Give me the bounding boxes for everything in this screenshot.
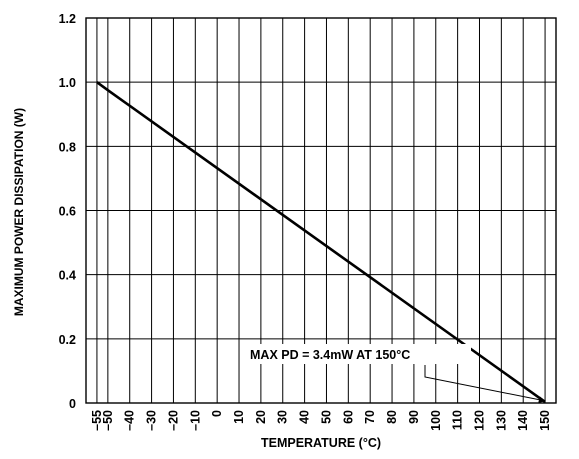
y-tick-label: 0.8 [59, 140, 76, 154]
y-tick-label: 0 [69, 397, 76, 411]
y-tick-label: 0.4 [59, 269, 76, 283]
y-tick-label: 1.2 [59, 12, 76, 26]
plot-frame [85, 17, 557, 404]
annotation-arrow [424, 365, 546, 404]
x-tick-label: –50 [101, 410, 115, 431]
series-line [96, 81, 546, 403]
x-tick-label: 30 [276, 410, 290, 424]
x-tick-label: 130 [494, 410, 508, 431]
x-tick-label: 140 [516, 410, 530, 431]
x-tick-labels: –55–50 –40 –30 –20 –10 0 10 20 30 40 50 60 70 80 90 100… [90, 410, 552, 431]
x-tick-label: –10 [188, 410, 202, 431]
x-tick-label: 20 [254, 410, 268, 424]
annotation-text: MAX PD = 3.4mW AT 150°C [250, 348, 410, 362]
x-tick-label: 150 [538, 410, 552, 431]
series-layer [96, 81, 546, 403]
y-axis-label: MAXIMUM POWER DISSIPATION (W) [12, 107, 26, 317]
x-axis-label: TEMPERATURE (°C) [260, 436, 382, 450]
x-tick-label: –20 [166, 410, 180, 431]
annotation-box [245, 344, 471, 364]
x-tick-label: –40 [123, 410, 137, 431]
x-tick-label: –30 [145, 410, 159, 431]
x-tick-label: –55 [90, 410, 104, 431]
x-tick-label: 50 [319, 410, 333, 424]
x-tick-label: 100 [429, 410, 443, 431]
y-tick-label: 0.2 [59, 333, 76, 347]
x-tick-label: 70 [363, 410, 377, 424]
y-tick-labels: 0 0.2 0.4 0.6 0.8 1.0 1.2 [59, 12, 76, 411]
y-tick-label: 0.6 [59, 205, 76, 219]
x-tick-label: 60 [341, 410, 355, 424]
y-tick-label: 1.0 [59, 76, 76, 90]
annotation-layer: MAX PD = 3.4mW AT 150°C [245, 344, 546, 404]
x-tick-label: 0 [210, 410, 224, 417]
x-tick-label: 80 [385, 410, 399, 424]
x-tick-label: 90 [407, 410, 421, 424]
x-tick-label: 10 [232, 410, 246, 424]
x-tick-label: 120 [472, 410, 486, 431]
x-tick-label: 110 [451, 410, 465, 430]
x-tick-label: 40 [298, 410, 312, 424]
